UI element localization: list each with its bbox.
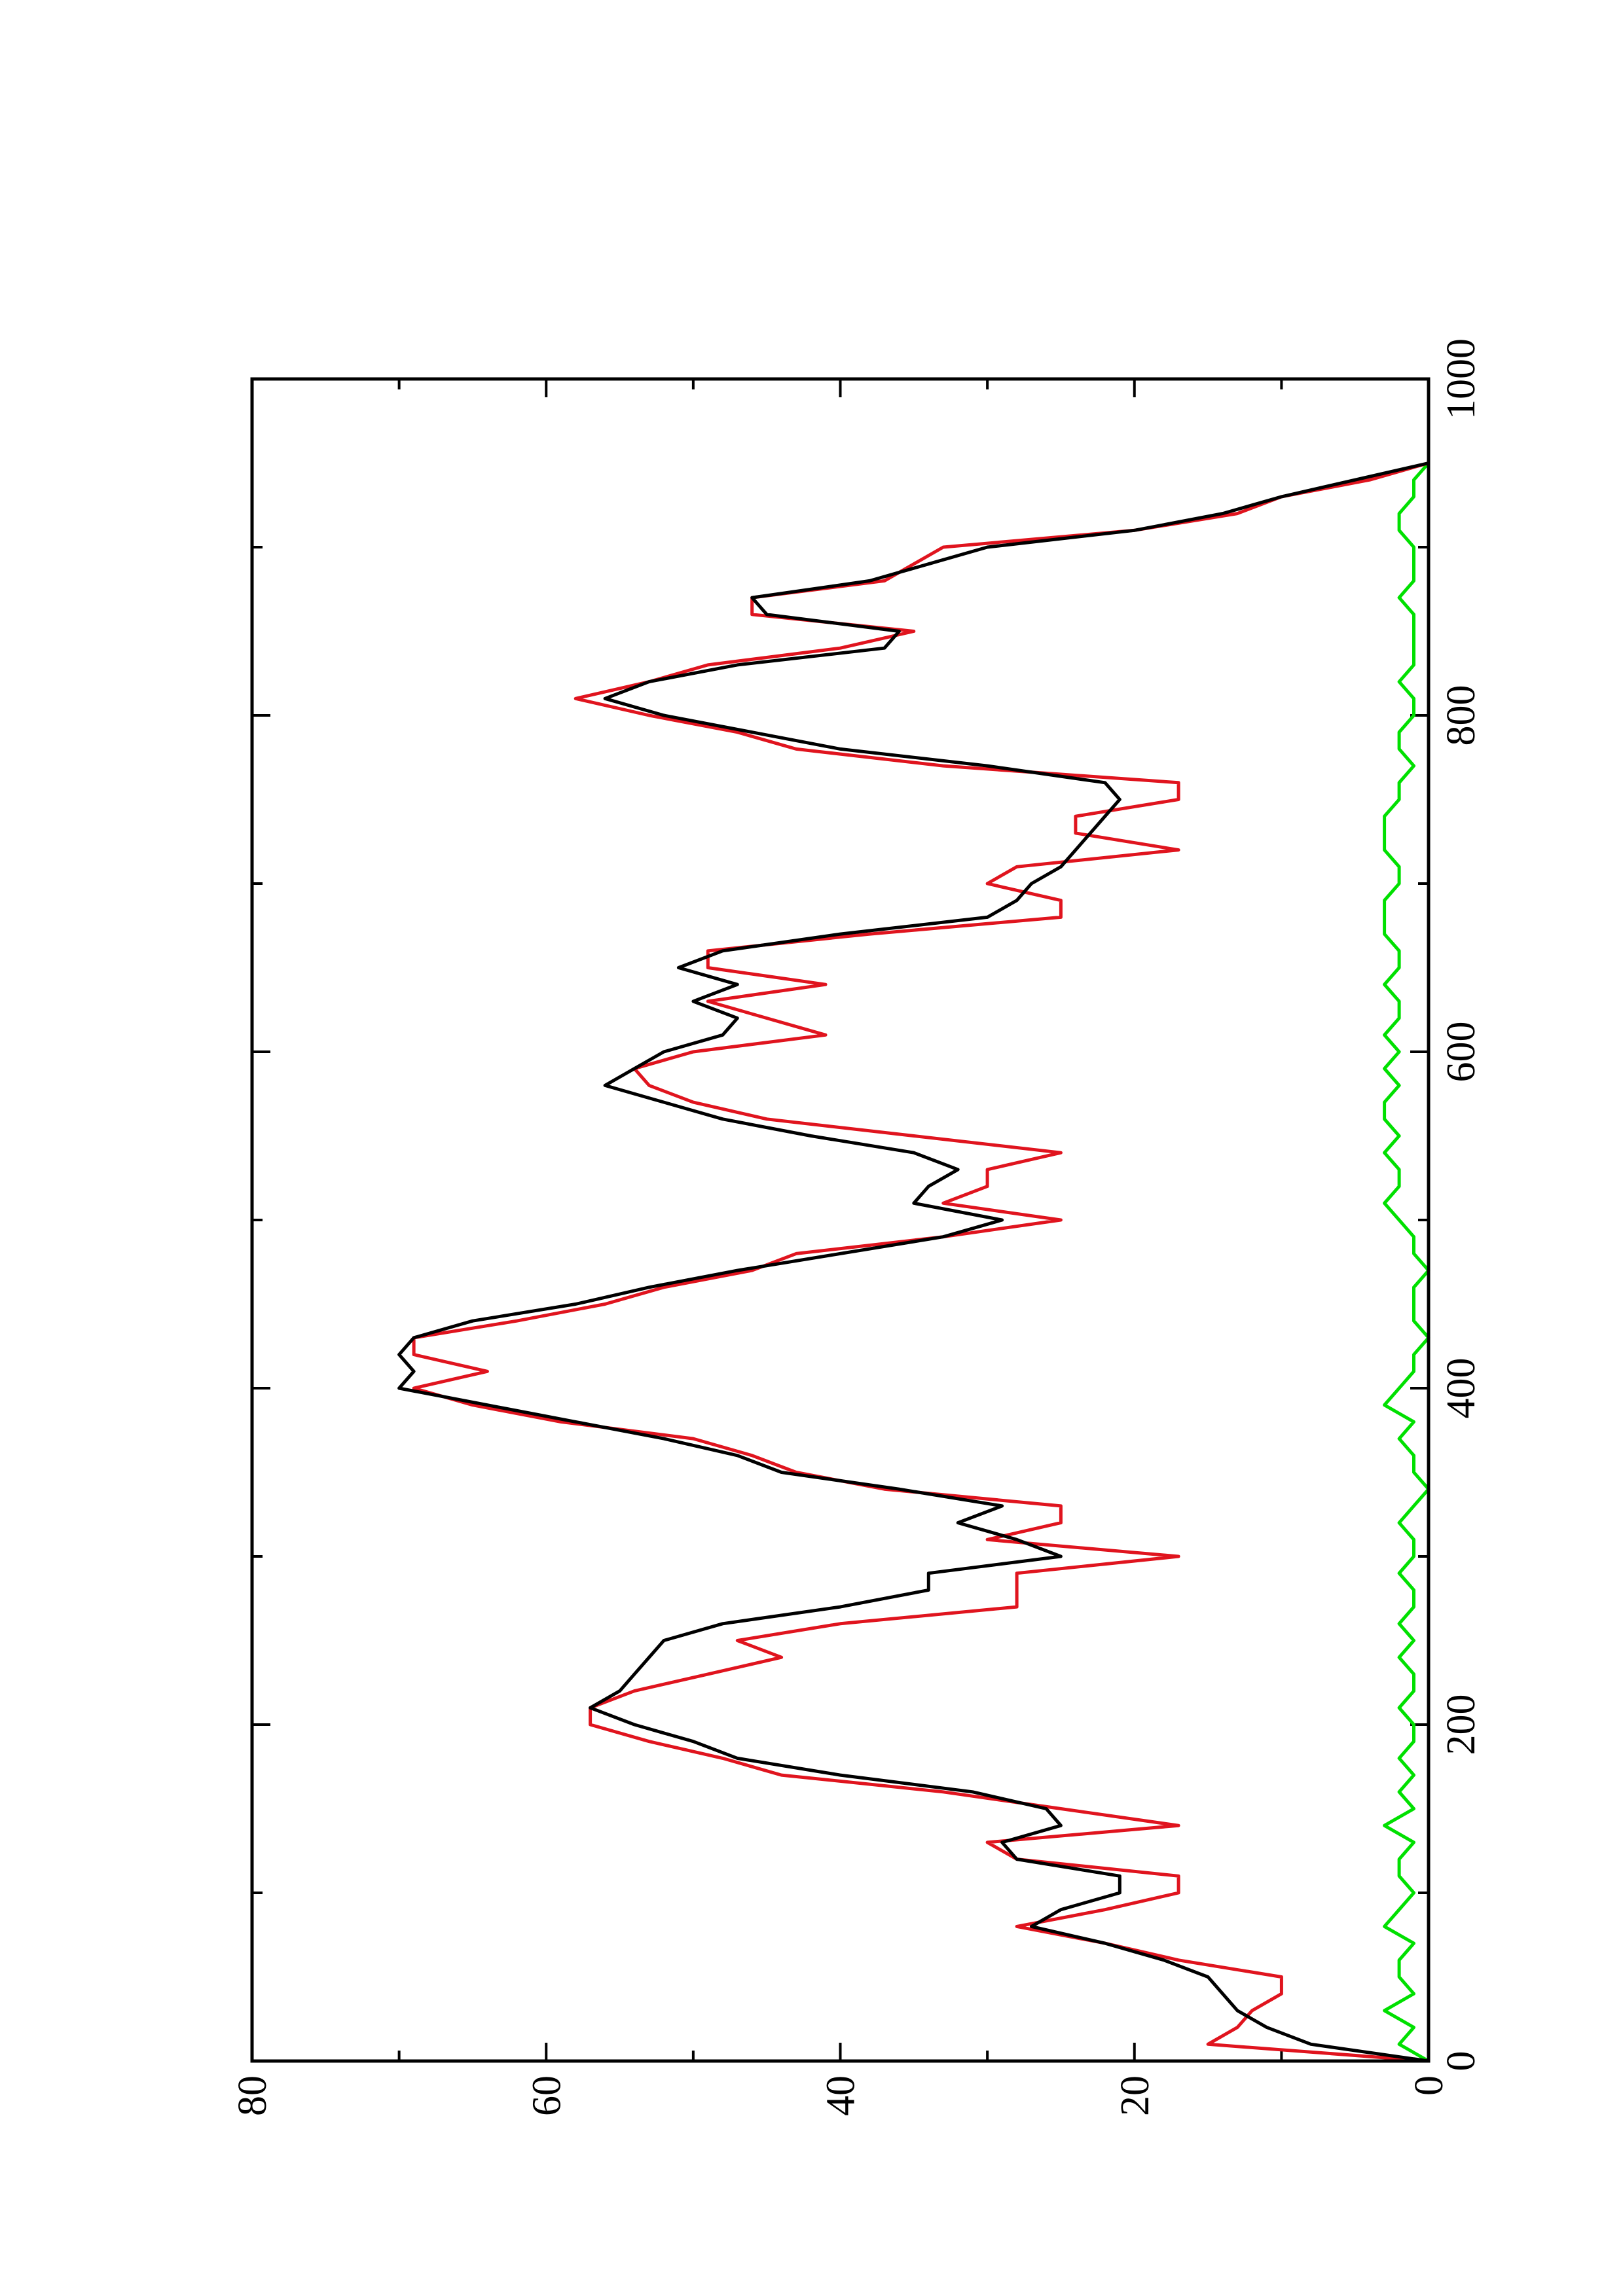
x-tick-label: 400 [1439, 1358, 1484, 1419]
series-line [1383, 461, 1431, 2063]
y-tick-label: 0 [1407, 2075, 1451, 2096]
x-tick-label: 600 [1439, 1022, 1484, 1083]
x-tick-label: 0 [1439, 2051, 1484, 2072]
y-tick-label: 40 [819, 2075, 864, 2116]
y-tick-label: 60 [524, 2075, 569, 2116]
y-tick-label: 20 [1113, 2075, 1158, 2116]
x-tick-label: 1000 [1439, 338, 1484, 420]
x-tick-label: 800 [1439, 685, 1484, 746]
y-tick-label: 80 [230, 2075, 275, 2116]
plot-frame [250, 377, 1431, 2063]
series-line [412, 461, 1429, 2063]
series-line [397, 461, 1429, 2063]
plot-area: 0 200 400 600 800 1000 0 20 40 60 80 [230, 338, 1484, 2116]
x-tick-label: 200 [1439, 1695, 1484, 1755]
